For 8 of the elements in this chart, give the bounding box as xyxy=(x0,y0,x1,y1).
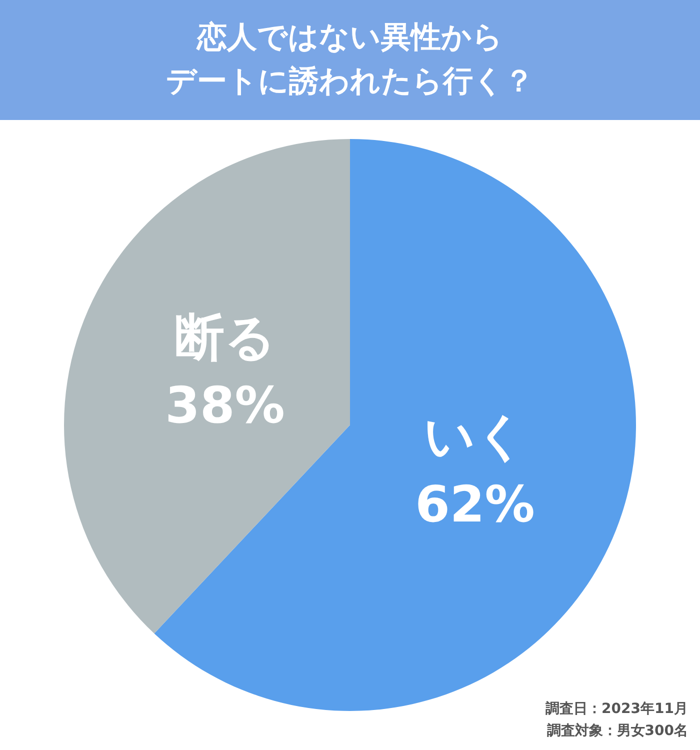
slice-label: いく xyxy=(424,407,526,466)
chart-subtitle: デートに誘われたら行く？ xyxy=(165,63,535,101)
data-label: 62% xyxy=(415,475,535,534)
data-label: 38% xyxy=(165,376,285,434)
chart-title: 恋人ではない異性から xyxy=(195,19,504,57)
text: 調査日：2023年11月 xyxy=(546,700,688,719)
slice-label: 断る xyxy=(174,308,276,366)
text: 調査対象：男女300名 xyxy=(546,722,688,741)
